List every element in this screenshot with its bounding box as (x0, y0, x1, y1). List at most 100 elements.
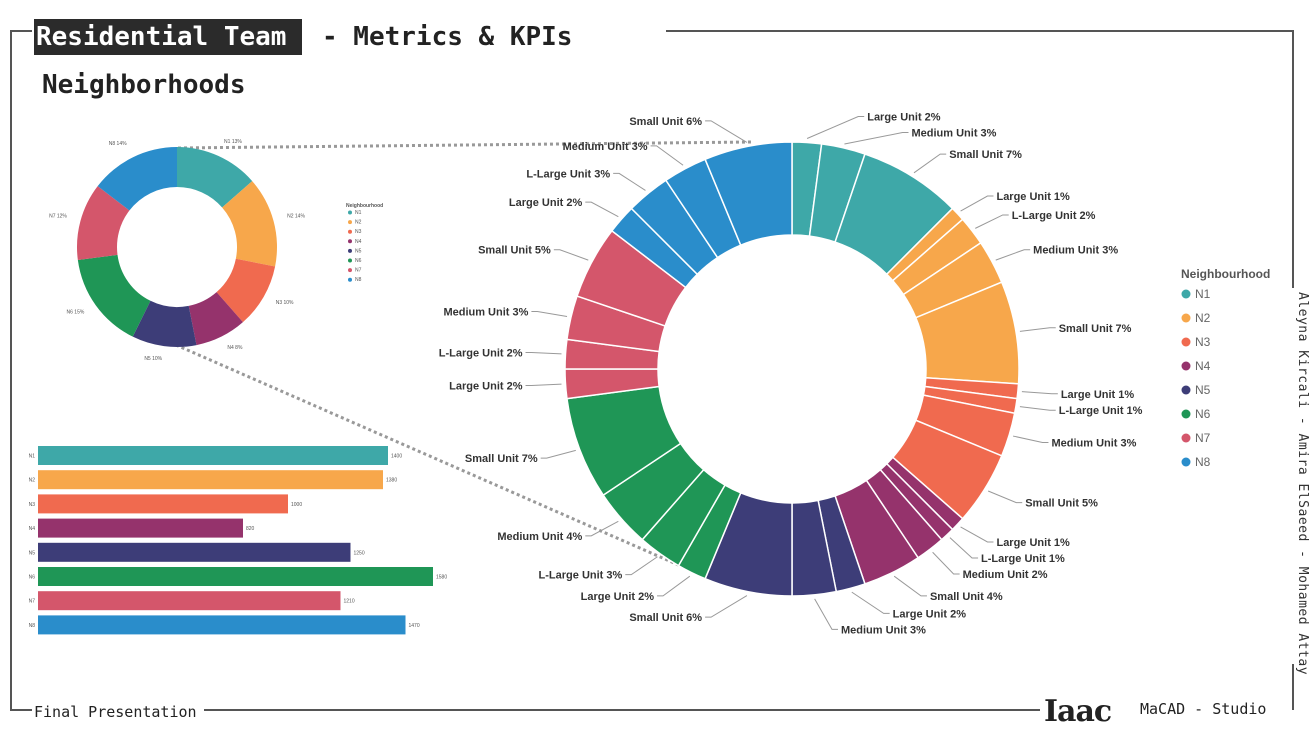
donut-label-leader (1012, 435, 1049, 443)
small-donut-slice-label: N6 15% (67, 309, 85, 315)
large-donut-chart: Large Unit 2% Medium Unit 3% Small Unit 7%… (439, 112, 1143, 637)
donut-segment-label: Large Unit 2% (867, 112, 941, 124)
bar (38, 567, 433, 586)
donut-segment-label: Small Unit 7% (465, 453, 538, 465)
frame-left (10, 30, 12, 710)
frame-top-left (10, 30, 32, 32)
bar-value-label: 1400 (391, 454, 402, 460)
small-legend-item: N5 (355, 248, 362, 254)
donut-segment-label: L-Large Unit 3% (539, 570, 623, 582)
donut-label-leader (844, 132, 909, 145)
bar-category-label: N5 (29, 550, 36, 556)
donut-segment-label: Small Unit 5% (478, 245, 551, 257)
donut-label-leader (613, 172, 646, 191)
small-donut-slice (177, 147, 253, 208)
small-donut-slice (76, 186, 130, 261)
donut-label-leader (995, 249, 1031, 261)
donut-label-leader (525, 351, 562, 355)
legend-item: N8 (1195, 455, 1211, 469)
donut-label-leader (705, 120, 748, 143)
donut-segment-label: L-Large Unit 1% (981, 553, 1065, 565)
legend-marker (1181, 289, 1191, 299)
donut-label-leader (913, 153, 947, 174)
donut-segment-label: Medium Unit 3% (841, 624, 926, 636)
donut-segment (704, 141, 793, 247)
donut-label-leader (531, 311, 568, 318)
donut-label-leader (893, 575, 927, 597)
donut-segment-label: Large Unit 2% (449, 381, 523, 393)
donut-label-leader (540, 449, 576, 459)
small-donut-slice-label: N2 14% (287, 213, 305, 219)
page-title: - Metrics & KPIs (322, 22, 573, 52)
donut-segment-label: Small Unit 7% (1059, 323, 1132, 335)
small-legend-item: N2 (355, 220, 362, 226)
legend-marker (1181, 385, 1191, 395)
bar-category-label: N1 (29, 454, 36, 460)
small-donut-slice-label: N8 14% (109, 141, 127, 147)
legend-item: N2 (1195, 311, 1211, 325)
donut-segment-label: L-Large Unit 2% (1012, 210, 1096, 222)
donut-label-leader (960, 195, 994, 212)
frame-bottom-mid (204, 709, 1040, 711)
donut-segment-label: L-Large Unit 3% (526, 168, 610, 180)
small-legend-marker (348, 229, 352, 234)
donut-segment-label: Small Unit 5% (1025, 498, 1098, 510)
bar-category-label: N4 (29, 526, 36, 532)
donut-label-leader (851, 591, 890, 614)
bar (38, 542, 351, 562)
donut-segment-label: Large Unit 2% (893, 608, 967, 620)
small-donut-slice-label: N3 10% (276, 300, 294, 306)
legend-item: N3 (1195, 335, 1211, 349)
bar (38, 518, 243, 538)
frame-right-lower (1292, 664, 1294, 710)
donut-label-leader (987, 490, 1023, 504)
small-legend-item: N8 (355, 277, 362, 283)
small-legend-marker (348, 277, 352, 282)
small-legend-item: N1 (355, 210, 362, 216)
small-legend-marker (348, 210, 352, 215)
donut-label-leader (525, 383, 562, 387)
team-title-badge: Residential Team (34, 19, 303, 55)
small-donut-slice (132, 300, 197, 347)
donut-label-leader (625, 556, 658, 576)
small-donut-slice (77, 254, 151, 337)
bar (38, 470, 383, 490)
donut-segment-label: Medium Unit 2% (963, 569, 1048, 581)
small-donut-slice (97, 147, 177, 211)
donut-label-leader (705, 595, 748, 618)
legend-title: Neighbourhood (1181, 267, 1270, 281)
donut-label-leader (657, 575, 691, 597)
legend-marker (1181, 433, 1191, 443)
frame-bottom-left (10, 709, 32, 711)
small-donut-slice-label: N4 8% (227, 345, 243, 351)
bar-category-label: N3 (29, 502, 36, 508)
donut-segment-label: L-Large Unit 1% (1059, 405, 1143, 417)
bar-category-label: N8 (29, 623, 36, 629)
legend-item: N7 (1195, 431, 1211, 445)
bar-value-label: 1000 (291, 502, 302, 508)
donut-segment-label: Large Unit 1% (996, 191, 1070, 203)
bar-category-label: N6 (29, 575, 36, 581)
legend-marker (1181, 409, 1191, 419)
large-donut-legend: Neighbourhood N1 N2 N3 N4 N5 N6 N7 N8 (1181, 267, 1270, 469)
donut-segment-label: Large Unit 1% (1061, 389, 1135, 401)
donut-segment-label: Large Unit 2% (581, 591, 655, 603)
donut-segment-label: Medium Unit 3% (911, 128, 996, 140)
small-legend-marker (348, 239, 352, 244)
bar (38, 615, 406, 635)
donut-segment-label: Small Unit 7% (949, 149, 1022, 161)
legend-item: N6 (1195, 407, 1211, 421)
donut-label-leader (949, 537, 979, 559)
connector-line-top (177, 140, 753, 150)
bar-value-label: 1250 (354, 550, 365, 556)
legend-marker (1181, 337, 1191, 347)
donut-segment-label: Large Unit 2% (509, 197, 583, 209)
footer-label: Final Presentation (34, 703, 197, 721)
donut-segment-label: Small Unit 6% (629, 612, 702, 624)
bar-category-label: N7 (29, 599, 36, 605)
small-legend-marker (348, 268, 352, 273)
small-legend-item: N7 (355, 268, 362, 274)
small-legend-item: N6 (355, 258, 362, 264)
donut-segment-label: Medium Unit 3% (443, 307, 528, 319)
